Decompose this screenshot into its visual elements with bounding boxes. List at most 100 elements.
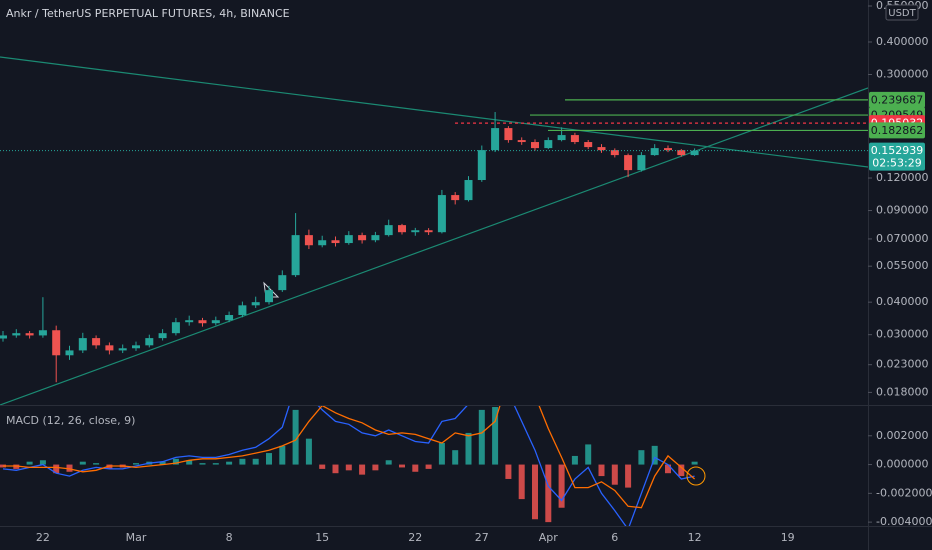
histogram-bar xyxy=(585,444,592,465)
indicator-title: MACD (12, 26, close, 9) xyxy=(6,414,135,427)
x-tick-label: 27 xyxy=(475,531,489,544)
histogram-bar xyxy=(345,464,352,471)
candle-body xyxy=(211,320,220,324)
candle-body xyxy=(477,150,486,181)
histogram-bar xyxy=(372,464,379,471)
histogram-bar xyxy=(199,463,206,465)
candle-body xyxy=(517,140,526,143)
histogram-bar xyxy=(53,464,60,474)
candle-body xyxy=(650,148,659,156)
candle-body xyxy=(158,333,167,339)
y-tick-label: -0.004000 xyxy=(876,515,932,528)
histogram-bar xyxy=(651,445,658,465)
histogram-bar xyxy=(106,464,113,469)
candle-body xyxy=(198,320,207,324)
candle-body xyxy=(185,320,194,323)
candle-body xyxy=(331,240,340,244)
x-tick-label: Mar xyxy=(126,531,147,544)
histogram-bar xyxy=(266,453,272,465)
histogram-bar xyxy=(611,464,618,485)
histogram-bar xyxy=(186,460,193,465)
histogram-bar xyxy=(452,450,459,465)
candle-body xyxy=(265,290,273,303)
histogram-bar xyxy=(93,463,100,465)
x-tick-label: 12 xyxy=(688,531,702,544)
candle-body xyxy=(171,322,180,334)
countdown-label: 02:53:29 xyxy=(872,157,921,170)
histogram-bar xyxy=(212,463,219,465)
candle-body xyxy=(371,235,380,241)
histogram-bar xyxy=(305,438,312,465)
histogram-bar xyxy=(625,464,632,488)
price-level-label: 0.239687 xyxy=(871,93,924,106)
price-level-label: 0.182862 xyxy=(871,124,924,137)
y-tick-label: 0.055000 xyxy=(876,259,929,272)
annotation-circle[interactable] xyxy=(686,466,706,486)
signal-line xyxy=(3,406,696,509)
y-tick-label: 0.002000 xyxy=(876,429,929,442)
histogram-bar xyxy=(385,460,392,465)
histogram-bar xyxy=(598,464,605,477)
y-tick-label: 0.040000 xyxy=(876,295,929,308)
histogram-bar xyxy=(239,458,246,465)
currency-box[interactable] xyxy=(885,4,919,21)
candle-body xyxy=(464,180,473,201)
histogram-bar xyxy=(492,407,499,465)
candle-body xyxy=(344,235,353,244)
candle-body xyxy=(12,333,21,336)
histogram-bar xyxy=(465,432,472,465)
candle-body xyxy=(637,155,646,171)
histogram-bar xyxy=(678,464,685,477)
candle-body xyxy=(318,240,327,246)
x-tick-label: 22 xyxy=(408,531,422,544)
candle-body xyxy=(491,128,500,151)
candle-body xyxy=(584,142,593,148)
histogram-bar xyxy=(691,461,698,465)
trend-line[interactable] xyxy=(0,56,868,168)
candle-body xyxy=(624,155,633,171)
candle-body xyxy=(38,330,47,336)
macd-line xyxy=(2,406,695,526)
histogram-bar xyxy=(558,464,565,508)
histogram-bar xyxy=(172,458,179,465)
candle-body xyxy=(145,338,154,346)
histogram-bar xyxy=(319,464,326,469)
candle-body xyxy=(597,147,606,151)
price-pane xyxy=(0,99,868,383)
y-tick-label: 0.030000 xyxy=(876,328,929,341)
x-tick-label: 15 xyxy=(315,531,329,544)
histogram-bar xyxy=(359,464,366,475)
price-level-box xyxy=(869,122,925,139)
candle-body xyxy=(504,128,513,141)
axes: 0.5500000.4000000.3000000.1200000.090000… xyxy=(36,0,932,544)
candle-body xyxy=(384,225,393,236)
y-tick-label: 0.090000 xyxy=(876,204,929,217)
candle-body xyxy=(544,140,553,149)
candle-body xyxy=(437,195,446,233)
candle-body xyxy=(0,335,7,339)
candle-body xyxy=(664,148,672,151)
histogram-bar xyxy=(252,458,259,465)
histogram-bar xyxy=(26,461,33,465)
histogram-bar xyxy=(518,464,525,500)
histogram-bar xyxy=(226,461,233,465)
x-tick-label: 8 xyxy=(226,531,233,544)
histogram-bar xyxy=(425,464,432,469)
candle-body xyxy=(52,330,61,356)
candle-body xyxy=(398,225,406,233)
histogram-bar xyxy=(66,464,73,472)
y-tick-label: 0.400000 xyxy=(876,35,929,48)
y-tick-label: 0.120000 xyxy=(876,171,929,184)
last-price-label: 0.152939 xyxy=(871,144,924,157)
candle-body xyxy=(531,142,539,149)
candle-body xyxy=(278,275,287,291)
currency-label[interactable]: USDT xyxy=(888,8,916,19)
x-tick-label: 19 xyxy=(781,531,795,544)
x-tick-label: 22 xyxy=(36,531,50,544)
x-tick-label: Apr xyxy=(539,531,559,544)
trend-line[interactable] xyxy=(0,87,868,405)
candle-body xyxy=(411,230,420,233)
histogram-bar xyxy=(39,460,46,465)
candle-body xyxy=(690,150,699,156)
